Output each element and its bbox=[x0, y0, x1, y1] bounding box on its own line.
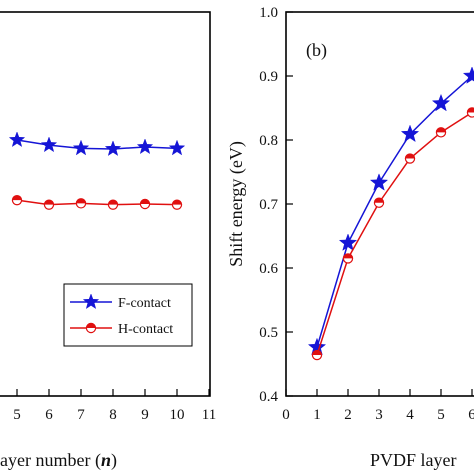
panel-b-series bbox=[307, 66, 474, 361]
x-tick-label: 3 bbox=[375, 407, 383, 423]
panel-a-series bbox=[8, 131, 186, 210]
star-marker bbox=[82, 293, 100, 310]
x-tick-label: 6 bbox=[45, 407, 53, 423]
panel-b-x-axis-title: PVDF layer bbox=[370, 450, 457, 470]
circle-marker bbox=[75, 198, 87, 209]
panel-b-ticks: 0 1 2 3 4 5 6 0.4 0.5 0.6 0.7 0.8 0.9 1.0 bbox=[259, 5, 474, 423]
x-tick-label: 4 bbox=[406, 407, 414, 423]
panel-a: 5 6 7 8 9 10 11 F-contact H-contact ayer number… bbox=[0, 11, 216, 471]
legend-items: F-contact H-contact bbox=[70, 293, 173, 337]
y-tick-label: 0.4 bbox=[259, 389, 278, 405]
x-tick-label: 7 bbox=[77, 407, 85, 423]
series-line bbox=[316, 111, 473, 356]
circle-marker bbox=[342, 253, 354, 264]
panel-b: 0 1 2 3 4 5 6 0.4 0.5 0.6 0.7 0.8 0.9 1.0 (b) Shift e… bbox=[226, 5, 474, 470]
circle-marker bbox=[404, 153, 416, 164]
panel-a-frame bbox=[0, 11, 211, 397]
marker-fill bbox=[374, 198, 384, 203]
circle-marker bbox=[11, 194, 23, 206]
marker-fill bbox=[12, 195, 22, 201]
circle-marker bbox=[171, 199, 183, 210]
marker-fill bbox=[343, 253, 353, 259]
star-marker bbox=[369, 173, 389, 191]
x-tick-label: 6 bbox=[468, 407, 474, 423]
panel-b-y-axis-title: Shift energy (eV) bbox=[226, 141, 247, 267]
marker-fill bbox=[172, 200, 182, 205]
circle-marker bbox=[139, 198, 151, 210]
star-marker bbox=[338, 233, 358, 251]
circle-marker bbox=[107, 199, 119, 210]
marker-fill bbox=[467, 107, 474, 113]
marker-fill bbox=[44, 200, 54, 205]
legend: F-contact H-contact bbox=[63, 283, 193, 347]
x-tick-label: 5 bbox=[437, 407, 445, 423]
circle-marker bbox=[435, 127, 447, 138]
x-tick-label: 2 bbox=[344, 407, 352, 423]
legend-label: F-contact bbox=[118, 296, 171, 311]
x-tick-label: 0 bbox=[282, 407, 290, 423]
panel-label-b: (b) bbox=[306, 40, 327, 61]
x-tick-label: 8 bbox=[109, 407, 117, 423]
y-tick-label: 0.7 bbox=[259, 197, 278, 213]
legend-box bbox=[63, 283, 193, 347]
x-tick-label: 10 bbox=[170, 407, 185, 423]
circle-marker bbox=[85, 322, 97, 334]
series-line bbox=[16, 199, 178, 206]
circle-marker bbox=[466, 107, 474, 118]
y-tick-label: 1.0 bbox=[259, 5, 278, 21]
marker-fill bbox=[312, 350, 322, 356]
marker-fill bbox=[108, 200, 118, 205]
x-tick-label: 11 bbox=[202, 407, 216, 423]
marker-fill bbox=[76, 198, 86, 204]
panel-a-x-axis-title: ayer number (n) bbox=[0, 450, 117, 471]
star-marker bbox=[136, 138, 154, 155]
y-tick-label: 0.9 bbox=[259, 69, 278, 85]
circle-marker bbox=[373, 197, 385, 208]
x-tick-label: 5 bbox=[13, 407, 21, 423]
marker-fill bbox=[405, 153, 415, 159]
y-tick-label: 0.6 bbox=[259, 261, 278, 277]
circle-marker bbox=[311, 349, 323, 361]
panel-a-x-ticks: 5 6 7 8 9 10 11 bbox=[13, 389, 216, 423]
star-marker bbox=[168, 139, 186, 156]
star-marker bbox=[40, 136, 58, 153]
marker-fill bbox=[86, 323, 96, 328]
x-tick-label: 1 bbox=[313, 407, 321, 423]
marker-fill bbox=[436, 127, 446, 133]
series-line bbox=[316, 75, 473, 348]
star-marker bbox=[8, 131, 26, 148]
star-marker bbox=[400, 124, 420, 143]
star-marker bbox=[431, 93, 451, 112]
x-tick-label: 9 bbox=[141, 407, 149, 423]
legend-label: H-contact bbox=[118, 322, 173, 337]
marker-fill bbox=[140, 199, 150, 204]
star-marker bbox=[104, 140, 122, 157]
circle-marker bbox=[43, 199, 55, 210]
star-marker bbox=[72, 139, 90, 156]
y-tick-label: 0.5 bbox=[259, 325, 278, 341]
star-marker bbox=[462, 66, 474, 84]
y-tick-label: 0.8 bbox=[259, 133, 278, 149]
